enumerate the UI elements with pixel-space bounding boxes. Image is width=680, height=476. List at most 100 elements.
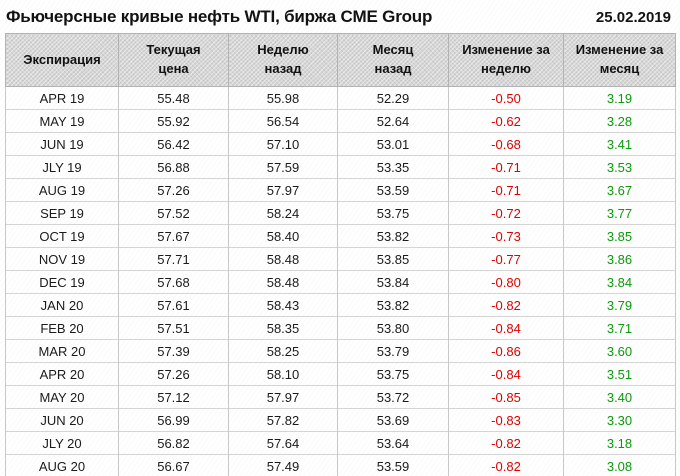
- month-change-cell: 3.84: [563, 270, 676, 294]
- expiration-cell: SEP 19: [5, 201, 119, 225]
- month-change-cell: 3.60: [563, 339, 676, 363]
- table-row: JAN 20 57.61 58.43 53.82 -0.82 3.79: [5, 293, 676, 317]
- week-change-cell: -0.50: [448, 86, 564, 110]
- week-ago-cell: 58.43: [228, 293, 338, 317]
- table-row: APR 20 57.26 58.10 53.75 -0.84 3.51: [5, 362, 676, 386]
- current-price-cell: 56.42: [118, 132, 229, 156]
- month-ago-cell: 53.35: [337, 155, 449, 179]
- table-row: JUN 19 56.42 57.10 53.01 -0.68 3.41: [5, 132, 676, 156]
- week-change-cell: -0.68: [448, 132, 564, 156]
- table-row: JLY 19 56.88 57.59 53.35 -0.71 3.53: [5, 155, 676, 179]
- week-ago-cell: 57.97: [228, 385, 338, 409]
- week-change-cell: -0.86: [448, 339, 564, 363]
- week-change-cell: -0.82: [448, 431, 564, 455]
- month-change-cell: 3.53: [563, 155, 676, 179]
- week-ago-cell: 58.40: [228, 224, 338, 248]
- week-change-cell: -0.84: [448, 362, 564, 386]
- table-row: AUG 19 57.26 57.97 53.59 -0.71 3.67: [5, 178, 676, 202]
- current-price-cell: 56.88: [118, 155, 229, 179]
- month-change-cell: 3.28: [563, 109, 676, 133]
- month-change-cell: 3.41: [563, 132, 676, 156]
- report-date: 25.02.2019: [595, 8, 671, 26]
- current-price-cell: 55.48: [118, 86, 229, 110]
- month-ago-cell: 53.85: [337, 247, 449, 271]
- current-price-cell: 57.26: [118, 178, 229, 202]
- current-price-cell: 57.26: [118, 362, 229, 386]
- column-header-expiration: Экспирация: [5, 33, 119, 87]
- table-row: MAY 20 57.12 57.97 53.72 -0.85 3.40: [5, 385, 676, 409]
- current-price-cell: 56.82: [118, 431, 229, 455]
- month-ago-cell: 52.64: [337, 109, 449, 133]
- week-change-cell: -0.84: [448, 316, 564, 340]
- table-row: OCT 19 57.67 58.40 53.82 -0.73 3.85: [5, 224, 676, 248]
- column-header-month-change: Изменение за месяц: [563, 33, 676, 87]
- current-price-cell: 57.71: [118, 247, 229, 271]
- current-price-cell: 56.99: [118, 408, 229, 432]
- expiration-cell: APR 20: [5, 362, 119, 386]
- month-change-cell: 3.86: [563, 247, 676, 271]
- month-change-cell: 3.30: [563, 408, 676, 432]
- month-ago-cell: 53.59: [337, 178, 449, 202]
- month-ago-cell: 53.82: [337, 224, 449, 248]
- week-ago-cell: 58.35: [228, 316, 338, 340]
- week-ago-cell: 57.64: [228, 431, 338, 455]
- table-row: NOV 19 57.71 58.48 53.85 -0.77 3.86: [5, 247, 676, 271]
- month-change-cell: 3.51: [563, 362, 676, 386]
- week-ago-cell: 58.25: [228, 339, 338, 363]
- expiration-cell: JLY 19: [5, 155, 119, 179]
- month-ago-cell: 53.79: [337, 339, 449, 363]
- expiration-cell: FEB 20: [5, 316, 119, 340]
- week-change-cell: -0.80: [448, 270, 564, 294]
- week-ago-cell: 57.82: [228, 408, 338, 432]
- table-row: FEB 20 57.51 58.35 53.80 -0.84 3.71: [5, 316, 676, 340]
- week-change-cell: -0.71: [448, 178, 564, 202]
- month-ago-cell: 53.82: [337, 293, 449, 317]
- month-ago-cell: 53.84: [337, 270, 449, 294]
- expiration-cell: DEC 19: [5, 270, 119, 294]
- current-price-cell: 57.67: [118, 224, 229, 248]
- month-ago-cell: 53.59: [337, 454, 449, 476]
- expiration-cell: AUG 20: [5, 454, 119, 476]
- month-change-cell: 3.67: [563, 178, 676, 202]
- expiration-cell: AUG 19: [5, 178, 119, 202]
- current-price-cell: 57.51: [118, 316, 229, 340]
- week-change-cell: -0.62: [448, 109, 564, 133]
- month-ago-cell: 53.64: [337, 431, 449, 455]
- table-row: SEP 19 57.52 58.24 53.75 -0.72 3.77: [5, 201, 676, 225]
- week-ago-cell: 57.97: [228, 178, 338, 202]
- week-change-cell: -0.77: [448, 247, 564, 271]
- table-row: MAY 19 55.92 56.54 52.64 -0.62 3.28: [5, 109, 676, 133]
- week-ago-cell: 58.48: [228, 247, 338, 271]
- week-ago-cell: 56.54: [228, 109, 338, 133]
- expiration-cell: MAY 19: [5, 109, 119, 133]
- table-row: JUN 20 56.99 57.82 53.69 -0.83 3.30: [5, 408, 676, 432]
- week-change-cell: -0.71: [448, 155, 564, 179]
- expiration-cell: JAN 20: [5, 293, 119, 317]
- table-row: JLY 20 56.82 57.64 53.64 -0.82 3.18: [5, 431, 676, 455]
- month-change-cell: 3.77: [563, 201, 676, 225]
- month-change-cell: 3.79: [563, 293, 676, 317]
- month-change-cell: 3.85: [563, 224, 676, 248]
- month-change-cell: 3.08: [563, 454, 676, 476]
- month-ago-cell: 53.01: [337, 132, 449, 156]
- expiration-cell: OCT 19: [5, 224, 119, 248]
- title-bar: Фьючерсные кривые нефть WTI, биржа CME G…: [5, 0, 675, 33]
- month-ago-cell: 53.80: [337, 316, 449, 340]
- month-ago-cell: 53.69: [337, 408, 449, 432]
- month-change-cell: 3.40: [563, 385, 676, 409]
- table-row: MAR 20 57.39 58.25 53.79 -0.86 3.60: [5, 339, 676, 363]
- month-change-cell: 3.19: [563, 86, 676, 110]
- table-header-row: Экспирация Текущая цена Неделю назад Мес…: [5, 33, 676, 87]
- week-ago-cell: 57.10: [228, 132, 338, 156]
- current-price-cell: 57.61: [118, 293, 229, 317]
- expiration-cell: MAY 20: [5, 385, 119, 409]
- month-change-cell: 3.18: [563, 431, 676, 455]
- expiration-cell: JUN 20: [5, 408, 119, 432]
- week-change-cell: -0.72: [448, 201, 564, 225]
- current-price-cell: 55.92: [118, 109, 229, 133]
- current-price-cell: 57.52: [118, 201, 229, 225]
- column-header-week-change: Изменение за неделю: [448, 33, 564, 87]
- week-ago-cell: 58.24: [228, 201, 338, 225]
- table-row: AUG 20 56.67 57.49 53.59 -0.82 3.08: [5, 454, 676, 476]
